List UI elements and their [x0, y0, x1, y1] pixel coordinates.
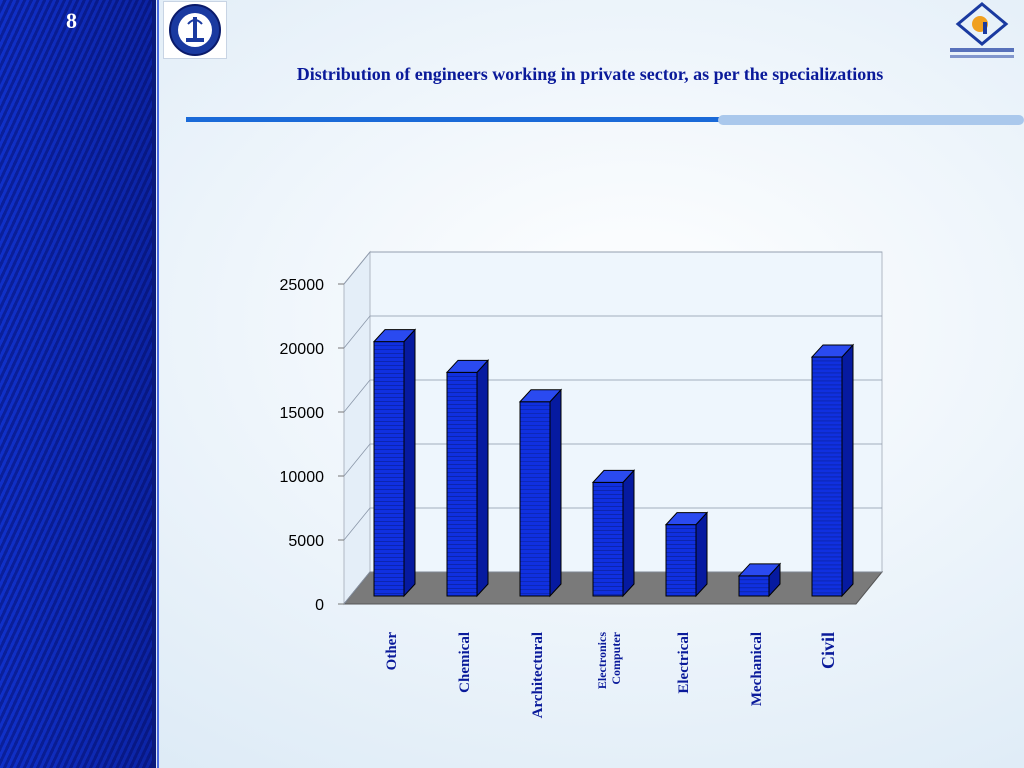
- gridline: [343, 379, 882, 413]
- bar: [737, 562, 782, 598]
- bar-side: [403, 328, 416, 598]
- bar-front: [519, 401, 551, 597]
- gridline: [343, 507, 882, 541]
- x-axis: Other Chemical Architectural ElectronicsCom…: [384, 631, 838, 718]
- bar: [445, 359, 490, 598]
- bar-side: [549, 388, 562, 598]
- sidebar-shade: [0, 0, 152, 768]
- bar-side: [695, 511, 708, 598]
- side-wall: [343, 250, 371, 606]
- bar-front: [665, 524, 697, 597]
- x-tick-label: Chemical: [457, 632, 473, 693]
- bar-side: [841, 343, 854, 598]
- x-tick-label: Civil: [818, 632, 838, 669]
- gridlines: [343, 251, 882, 605]
- sidebar-divider: [152, 0, 156, 768]
- slide-number: 8: [66, 8, 77, 33]
- x-tick-label-line: Civil: [818, 632, 838, 669]
- x-tick-label-line: Architectural: [530, 632, 546, 718]
- sidebar-panel: [0, 0, 152, 768]
- y-tick-label: 20000: [280, 341, 325, 358]
- bar-top: [737, 563, 782, 577]
- bar-top: [664, 512, 709, 526]
- university-logo: [163, 1, 227, 59]
- y-tick-label: 5000: [288, 533, 324, 550]
- bar-front: [373, 341, 405, 597]
- bars: [372, 328, 855, 598]
- x-tick-label-line: Electrical: [676, 632, 692, 694]
- title-underline: [186, 115, 1024, 125]
- x-tick-label: Other: [384, 632, 400, 671]
- bar: [372, 328, 417, 598]
- x-tick-label-line: Mechanical: [749, 632, 765, 706]
- bar-top: [518, 389, 563, 403]
- chart-title: Distribution of engineers working in pri…: [296, 64, 884, 84]
- y-axis: 0 5000 10000 15000 20000 25000: [280, 277, 344, 614]
- x-tick-label-line: Chemical: [457, 632, 473, 693]
- sidebar-divider-highlight: [157, 0, 159, 768]
- gridline: [343, 251, 882, 285]
- y-tick-label: 15000: [280, 405, 325, 422]
- bar-front: [738, 575, 770, 597]
- x-tick-label-line: Other: [384, 632, 400, 671]
- bar-top: [445, 359, 490, 373]
- saudi-council-of-engineers-logo: [944, 0, 1020, 64]
- x-tick-label: Electrical: [676, 632, 692, 694]
- y-tick-label: 0: [315, 597, 324, 614]
- x-tick-label: Mechanical: [749, 632, 765, 706]
- gridline: [343, 571, 882, 605]
- gridline: [343, 315, 882, 349]
- bar-top: [372, 329, 417, 343]
- x-tick-label-line: Computer: [609, 631, 623, 684]
- y-tick-label: 25000: [280, 277, 325, 294]
- bar: [810, 343, 855, 598]
- bar: [664, 511, 709, 598]
- bar-side: [476, 359, 489, 598]
- gridline: [343, 443, 882, 477]
- x-tick-label-line: Electronics: [595, 632, 609, 689]
- bar-front: [811, 356, 843, 597]
- bar: [518, 388, 563, 598]
- x-tick-label: Architectural: [530, 632, 546, 718]
- y-tick-label: 10000: [280, 469, 325, 486]
- bar-front: [446, 371, 478, 597]
- bar-top: [591, 469, 636, 483]
- bar-front: [592, 481, 624, 597]
- bar-top: [810, 344, 855, 358]
- x-tick-label: ElectronicsComputer: [595, 631, 623, 689]
- bar: [591, 469, 636, 598]
- bar-side: [622, 469, 635, 598]
